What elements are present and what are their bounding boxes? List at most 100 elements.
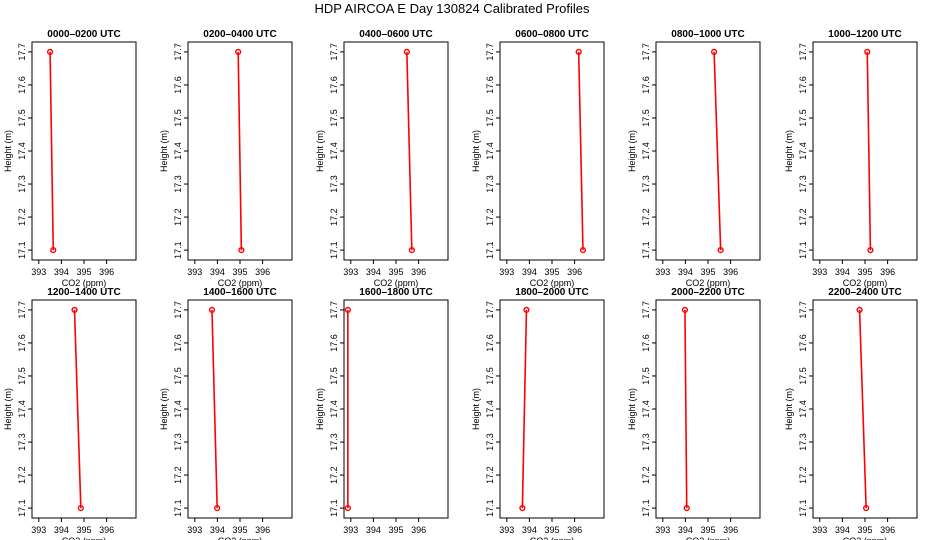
x-tick-label: 393	[812, 525, 827, 535]
x-tick-label: 396	[723, 525, 738, 535]
data-point	[77, 504, 84, 512]
x-tick-label: 396	[411, 525, 426, 535]
data-point	[579, 246, 587, 254]
x-tick-label: 395	[544, 267, 559, 277]
y-axis-label: Height (m)	[471, 388, 481, 430]
y-tick-label: 17.5	[17, 367, 27, 385]
y-tick-label: 17.1	[485, 241, 495, 259]
x-axis-label: CO2 (ppm)	[62, 536, 107, 540]
y-tick-label: 17.2	[641, 466, 651, 484]
x-tick-label: 393	[499, 267, 514, 277]
x-tick-label: 393	[655, 267, 670, 277]
y-tick-label: 17.2	[798, 208, 808, 226]
x-tick-label: 395	[232, 525, 247, 535]
y-tick-label: 17.4	[329, 142, 339, 160]
y-tick-label: 17.1	[798, 499, 808, 517]
data-point	[214, 504, 221, 512]
x-tick-label: 395	[388, 525, 403, 535]
y-tick-label: 17.6	[485, 76, 495, 94]
series-line	[49, 51, 55, 251]
y-tick-label: 17.3	[798, 175, 808, 193]
y-tick-label: 17.1	[641, 241, 651, 259]
x-tick-label: 394	[835, 267, 850, 277]
data-point	[46, 48, 54, 56]
y-tick-label: 17.7	[173, 43, 183, 61]
y-tick-label: 17.7	[641, 43, 651, 61]
y-tick-label: 17.5	[641, 109, 651, 127]
y-tick-label: 17.7	[329, 43, 339, 61]
y-tick-label: 17.1	[329, 499, 339, 517]
x-tick-label: 396	[411, 267, 426, 277]
y-tick-label: 17.6	[485, 334, 495, 352]
y-tick-label: 17.6	[173, 334, 183, 352]
x-axis-label: CO2 (ppm)	[530, 278, 575, 288]
y-tick-label: 17.3	[798, 433, 808, 451]
x-tick-label: 395	[232, 267, 247, 277]
x-tick-label: 394	[678, 525, 693, 535]
y-tick-label: 17.7	[329, 301, 339, 319]
y-axis-label: Height (m)	[471, 130, 481, 172]
data-point	[238, 246, 245, 254]
panel-title: 1000–1200 UTC	[828, 29, 901, 40]
x-tick-label: 393	[187, 525, 202, 535]
y-tick-label: 17.3	[173, 433, 183, 451]
series-line	[73, 309, 82, 509]
y-tick-label: 17.7	[173, 301, 183, 319]
y-tick-label: 17.6	[329, 334, 339, 352]
x-tick-label: 393	[31, 267, 46, 277]
y-tick-label: 17.2	[17, 466, 27, 484]
y-tick-label: 17.7	[641, 301, 651, 319]
x-tick-label: 395	[700, 267, 715, 277]
data-point	[71, 306, 78, 314]
x-tick-label: 394	[54, 267, 69, 277]
x-axis-label: CO2 (ppm)	[686, 536, 731, 540]
x-tick-label: 395	[76, 267, 91, 277]
y-tick-label: 17.3	[485, 175, 495, 193]
x-tick-label: 396	[99, 267, 114, 277]
series-line	[521, 309, 528, 509]
y-tick-label: 17.6	[798, 76, 808, 94]
panel-title: 1400–1600 UTC	[203, 287, 276, 298]
y-tick-label: 17.5	[641, 367, 651, 385]
series-line	[713, 51, 722, 251]
y-axis-label: Height (m)	[627, 130, 637, 172]
y-tick-label: 17.1	[173, 499, 183, 517]
y-tick-label: 17.2	[329, 208, 339, 226]
x-tick-label: 394	[522, 267, 537, 277]
y-axis-label: Height (m)	[3, 130, 13, 172]
y-tick-label: 17.5	[798, 109, 808, 127]
x-axis-label: CO2 (ppm)	[843, 536, 888, 540]
y-tick-label: 17.5	[329, 367, 339, 385]
y-tick-label: 17.3	[641, 175, 651, 193]
x-axis-label: CO2 (ppm)	[530, 536, 575, 540]
x-tick-label: 395	[544, 525, 559, 535]
y-tick-label: 17.4	[17, 400, 27, 418]
series-line	[684, 309, 688, 509]
y-axis-label: Height (m)	[3, 388, 13, 430]
y-tick-label: 17.1	[173, 241, 183, 259]
y-tick-label: 17.6	[173, 76, 183, 94]
x-tick-label: 394	[522, 525, 537, 535]
y-tick-label: 17.7	[485, 43, 495, 61]
y-tick-label: 17.5	[173, 367, 183, 385]
y-tick-label: 17.4	[641, 142, 651, 160]
y-tick-label: 17.6	[17, 76, 27, 94]
y-tick-label: 17.5	[173, 109, 183, 127]
x-tick-label: 393	[499, 525, 514, 535]
y-tick-label: 17.5	[329, 109, 339, 127]
data-point	[50, 246, 57, 254]
y-tick-label: 17.5	[485, 367, 495, 385]
x-tick-label: 393	[655, 525, 670, 535]
data-point	[681, 306, 689, 314]
x-tick-label: 396	[880, 267, 895, 277]
data-point	[344, 306, 351, 314]
y-tick-label: 17.7	[798, 301, 808, 319]
data-point	[856, 306, 863, 314]
y-tick-label: 17.1	[329, 241, 339, 259]
x-tick-label: 395	[857, 267, 872, 277]
x-tick-label: 393	[187, 267, 202, 277]
x-tick-label: 395	[857, 525, 872, 535]
